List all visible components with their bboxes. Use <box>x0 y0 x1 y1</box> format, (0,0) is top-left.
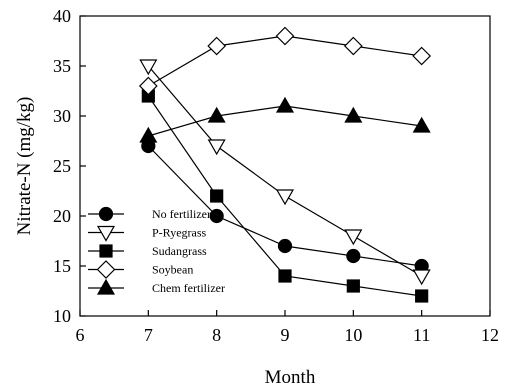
legend-label: Sudangrass <box>152 244 207 258</box>
data-point <box>277 238 293 254</box>
y-axis-title: Nitrate-N (mg/kg) <box>14 97 35 236</box>
data-point <box>207 36 227 56</box>
legend-marker <box>96 225 116 242</box>
legend-marker <box>96 278 116 295</box>
y-tick-label: 30 <box>53 106 71 126</box>
legend-item: Sudangrass <box>88 244 207 258</box>
data-point <box>415 289 429 303</box>
data-point <box>275 96 295 113</box>
x-tick-label: 12 <box>481 325 499 345</box>
x-tick-label: 9 <box>281 325 290 345</box>
series-soybean <box>138 26 432 96</box>
data-point <box>210 189 224 203</box>
series-chem-fertilizer <box>139 96 431 143</box>
y-tick-label: 40 <box>53 6 71 26</box>
data-point <box>207 106 226 123</box>
x-tick-label: 7 <box>144 325 153 345</box>
legend-item: P-Ryegrass <box>88 225 207 242</box>
legend-item: No fertilizer <box>88 206 211 222</box>
data-point <box>346 248 361 264</box>
x-tick-label: 8 <box>212 325 221 345</box>
legend-marker <box>99 244 113 258</box>
y-tick-label: 35 <box>53 56 71 76</box>
legend-label: No fertilizer <box>152 207 211 221</box>
axes: 6 7 8 9 10 11 12 10 15 20 25 30 35 40 <box>53 6 499 345</box>
legend-item: Chem fertilizer <box>88 278 225 295</box>
legend-label: P-Ryegrass <box>152 226 207 240</box>
data-point <box>412 46 432 66</box>
x-axis-title: Month <box>265 367 316 388</box>
x-tick-label: 11 <box>413 325 430 345</box>
series-sudangrass <box>141 89 429 303</box>
data-point <box>346 279 360 293</box>
data-point <box>139 59 158 76</box>
data-point <box>209 208 224 224</box>
legend-label: Soybean <box>152 263 193 277</box>
data-point <box>412 269 431 286</box>
legend-marker <box>96 260 116 279</box>
legend: No fertilizer P-Ryegrass Sudangrass Soybean… <box>88 206 225 295</box>
data-point <box>278 269 292 283</box>
data-point <box>412 116 431 133</box>
x-tick-label: 6 <box>76 325 85 345</box>
series-layer <box>138 26 432 303</box>
legend-label: Chem fertilizer <box>152 281 225 295</box>
legend-item: Soybean <box>88 260 193 279</box>
series-no-fertilizer <box>141 138 429 274</box>
y-tick-label: 15 <box>53 256 71 276</box>
data-point <box>344 106 363 123</box>
y-tick-label: 10 <box>53 306 71 326</box>
data-point <box>139 126 158 143</box>
data-point <box>275 26 295 46</box>
series-p-ryegrass <box>139 59 431 286</box>
y-tick-label: 20 <box>53 206 71 226</box>
data-point <box>343 36 363 56</box>
data-point <box>138 76 158 96</box>
legend-marker <box>98 206 114 222</box>
data-point <box>344 229 363 246</box>
data-point <box>275 189 295 206</box>
x-tick-label: 10 <box>344 325 362 345</box>
y-tick-label: 25 <box>53 156 71 176</box>
data-point <box>207 139 226 156</box>
